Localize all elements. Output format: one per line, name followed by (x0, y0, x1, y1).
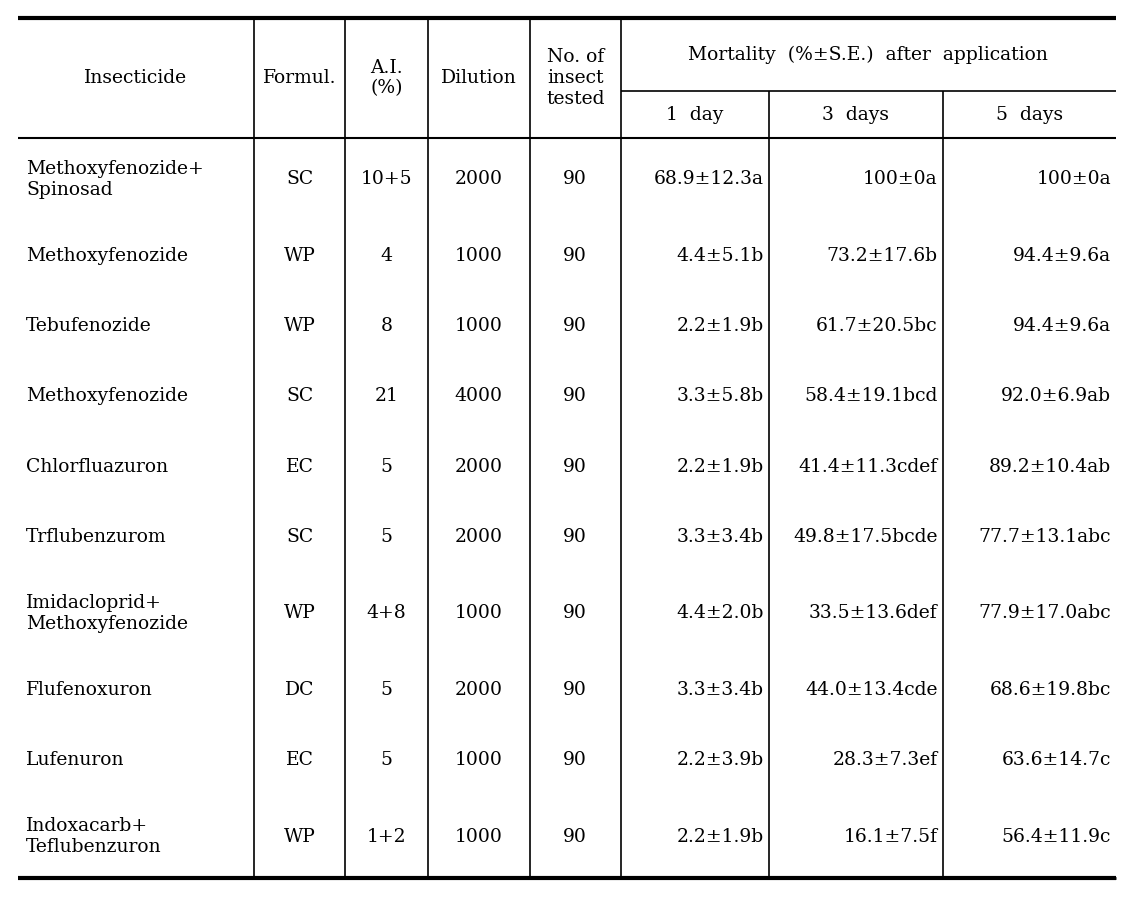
Text: 2.2±1.9b: 2.2±1.9b (677, 458, 764, 476)
Text: 2000: 2000 (455, 528, 502, 546)
Text: 63.6±14.7c: 63.6±14.7c (1001, 751, 1111, 769)
Text: 1000: 1000 (455, 827, 502, 845)
Text: 90: 90 (564, 605, 587, 623)
Text: 4+8: 4+8 (366, 605, 406, 623)
Text: 2000: 2000 (455, 458, 502, 476)
Text: 4.4±5.1b: 4.4±5.1b (677, 247, 764, 265)
Text: Methoxyfenozide: Methoxyfenozide (26, 247, 188, 265)
Text: Mortality  (%±S.E.)  after  application: Mortality (%±S.E.) after application (688, 45, 1048, 64)
Text: 3  days: 3 days (822, 105, 889, 123)
Text: 2.2±1.9b: 2.2±1.9b (677, 317, 764, 335)
Text: 1000: 1000 (455, 751, 502, 769)
Text: 41.4±11.3cdef: 41.4±11.3cdef (798, 458, 938, 476)
Text: Indoxacarb+
Teflubenzuron: Indoxacarb+ Teflubenzuron (26, 817, 162, 856)
Text: 4: 4 (380, 247, 392, 265)
Text: 100±0a: 100±0a (1036, 170, 1111, 188)
Text: 1000: 1000 (455, 247, 502, 265)
Text: 49.8±17.5bcde: 49.8±17.5bcde (793, 528, 938, 546)
Text: SC: SC (286, 528, 313, 546)
Text: Flufenoxuron: Flufenoxuron (26, 681, 153, 699)
Text: 5: 5 (380, 458, 392, 476)
Text: 92.0±6.9ab: 92.0±6.9ab (1001, 387, 1111, 405)
Text: Dilution: Dilution (441, 69, 516, 87)
Text: Methoxyfenozide: Methoxyfenozide (26, 387, 188, 405)
Text: 90: 90 (564, 317, 587, 335)
Text: 1  day: 1 day (667, 105, 723, 123)
Text: Insecticide: Insecticide (84, 69, 187, 87)
Text: 3.3±3.4b: 3.3±3.4b (677, 528, 764, 546)
Text: 2.2±1.9b: 2.2±1.9b (677, 827, 764, 845)
Text: WP: WP (284, 247, 315, 265)
Text: 2000: 2000 (455, 170, 502, 188)
Text: 44.0±13.4cde: 44.0±13.4cde (805, 681, 938, 699)
Text: 16.1±7.5f: 16.1±7.5f (844, 827, 938, 845)
Text: 58.4±19.1bcd: 58.4±19.1bcd (804, 387, 938, 405)
Text: 33.5±13.6def: 33.5±13.6def (809, 605, 938, 623)
Text: 1+2: 1+2 (366, 827, 406, 845)
Text: 1000: 1000 (455, 317, 502, 335)
Text: Trflubenzurom: Trflubenzurom (26, 528, 167, 546)
Text: 90: 90 (564, 247, 587, 265)
Text: 21: 21 (374, 387, 398, 405)
Text: 90: 90 (564, 528, 587, 546)
Text: 5: 5 (380, 528, 392, 546)
Text: Chlorfluazuron: Chlorfluazuron (26, 458, 168, 476)
Text: 5  days: 5 days (996, 105, 1063, 123)
Text: Methoxyfenozide+
Spinosad: Methoxyfenozide+ Spinosad (26, 160, 204, 199)
Text: Imidacloprid+
Methoxyfenozide: Imidacloprid+ Methoxyfenozide (26, 594, 188, 633)
Text: 77.9±17.0abc: 77.9±17.0abc (979, 605, 1111, 623)
Text: 3.3±5.8b: 3.3±5.8b (677, 387, 764, 405)
Text: 89.2±10.4ab: 89.2±10.4ab (989, 458, 1111, 476)
Text: Formul.: Formul. (263, 69, 337, 87)
Text: 90: 90 (564, 827, 587, 845)
Text: 100±0a: 100±0a (863, 170, 938, 188)
Text: 8: 8 (380, 317, 392, 335)
Text: 68.6±19.8bc: 68.6±19.8bc (990, 681, 1111, 699)
Text: Tebufenozide: Tebufenozide (26, 317, 152, 335)
Text: No. of
insect
tested: No. of insect tested (545, 48, 604, 108)
Text: SC: SC (286, 387, 313, 405)
Text: EC: EC (286, 458, 314, 476)
Text: Lufenuron: Lufenuron (26, 751, 125, 769)
Text: 68.9±12.3a: 68.9±12.3a (654, 170, 764, 188)
Text: 2000: 2000 (455, 681, 502, 699)
Text: SC: SC (286, 170, 313, 188)
Text: 94.4±9.6a: 94.4±9.6a (1013, 247, 1111, 265)
Text: 4000: 4000 (455, 387, 502, 405)
Text: 10+5: 10+5 (361, 170, 412, 188)
Text: 90: 90 (564, 751, 587, 769)
Text: 90: 90 (564, 170, 587, 188)
Text: 56.4±11.9c: 56.4±11.9c (1001, 827, 1111, 845)
Text: WP: WP (284, 605, 315, 623)
Text: WP: WP (284, 827, 315, 845)
Text: 94.4±9.6a: 94.4±9.6a (1013, 317, 1111, 335)
Text: 3.3±3.4b: 3.3±3.4b (677, 681, 764, 699)
Text: DC: DC (285, 681, 314, 699)
Text: 90: 90 (564, 458, 587, 476)
Text: 73.2±17.6b: 73.2±17.6b (827, 247, 938, 265)
Text: 28.3±7.3ef: 28.3±7.3ef (832, 751, 938, 769)
Text: A.I.
(%): A.I. (%) (370, 59, 403, 97)
Text: 5: 5 (380, 681, 392, 699)
Text: 90: 90 (564, 387, 587, 405)
Text: 61.7±20.5bc: 61.7±20.5bc (815, 317, 938, 335)
Text: 4.4±2.0b: 4.4±2.0b (677, 605, 764, 623)
Text: WP: WP (284, 317, 315, 335)
Text: 90: 90 (564, 681, 587, 699)
Text: EC: EC (286, 751, 314, 769)
Text: 2.2±3.9b: 2.2±3.9b (677, 751, 764, 769)
Text: 5: 5 (380, 751, 392, 769)
Text: 1000: 1000 (455, 605, 502, 623)
Text: 77.7±13.1abc: 77.7±13.1abc (979, 528, 1111, 546)
